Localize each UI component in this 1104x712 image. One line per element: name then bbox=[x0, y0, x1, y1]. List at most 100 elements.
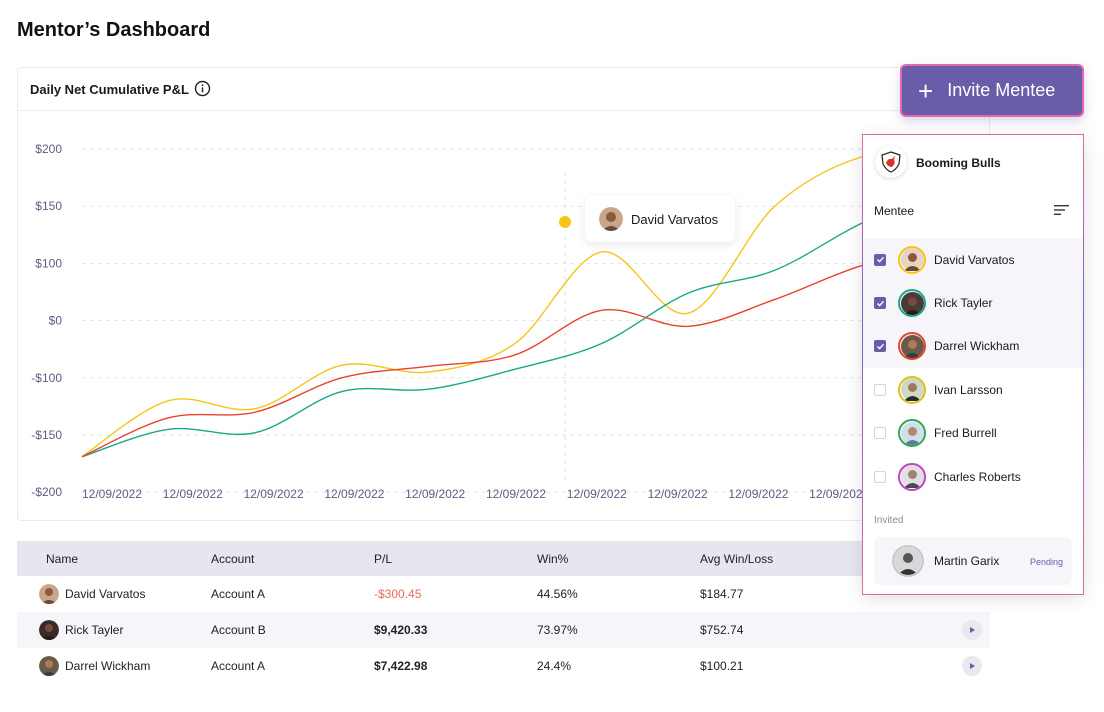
x-tick-label: 12/09/2022 bbox=[244, 487, 304, 501]
pl-line-chart: $200 $150 $100 $0 -$100 -$150 -$200 12/09/2022 1… bbox=[31, 142, 991, 501]
avatar bbox=[898, 332, 926, 361]
mentee-item[interactable]: Charles Roberts bbox=[863, 455, 1083, 498]
play-button[interactable] bbox=[962, 620, 982, 640]
row-pl: -$300.45 bbox=[374, 587, 422, 601]
row-win: 73.97% bbox=[537, 623, 578, 637]
row-avg: $752.74 bbox=[700, 623, 744, 637]
avatar bbox=[898, 419, 926, 448]
team-name: Booming Bulls bbox=[916, 156, 1001, 170]
row-win: 44.56% bbox=[537, 587, 578, 601]
play-icon bbox=[970, 663, 975, 669]
x-tick-label: 12/09/2022 bbox=[809, 487, 869, 501]
mentee-item[interactable]: David Varvatos bbox=[863, 238, 1083, 282]
y-tick-label: -$200 bbox=[31, 485, 62, 499]
row-avg: $184.77 bbox=[700, 587, 744, 601]
row-account: Account B bbox=[211, 623, 266, 637]
row-name: David Varvatos bbox=[65, 587, 146, 601]
y-tick-label: $150 bbox=[35, 199, 62, 213]
mentee-item[interactable]: Ivan Larsson bbox=[863, 368, 1083, 411]
invite-mentee-label: Invite Mentee bbox=[947, 80, 1056, 100]
row-name-cell: Rick Tayler bbox=[17, 620, 211, 640]
checkbox[interactable] bbox=[874, 340, 886, 353]
mentee-table: Name Account P/L Win% Avg Win/Loss David… bbox=[17, 541, 990, 684]
avatar bbox=[898, 375, 926, 404]
info-icon[interactable] bbox=[194, 80, 211, 97]
row-account: Account A bbox=[211, 659, 266, 673]
x-tick-label: 12/09/2022 bbox=[648, 487, 708, 501]
mentee-item[interactable]: Fred Burrell bbox=[863, 412, 1083, 455]
play-icon bbox=[970, 627, 975, 633]
row-account: Account A bbox=[211, 587, 266, 601]
bull-shield-icon bbox=[881, 151, 901, 173]
x-tick-label: 12/09/2022 bbox=[163, 487, 223, 501]
mentee-item[interactable]: Rick Tayler bbox=[863, 281, 1083, 325]
row-avg: $100.21 bbox=[700, 659, 744, 673]
chart-tooltip: David Varvatos bbox=[585, 196, 735, 242]
invited-mentee-card[interactable]: Martin Garix Pending bbox=[874, 537, 1072, 585]
row-name: Rick Tayler bbox=[65, 623, 124, 637]
invited-name: Martin Garix bbox=[934, 554, 1000, 568]
row-pl: $7,422.98 bbox=[374, 659, 428, 673]
y-tick-label: -$150 bbox=[31, 428, 62, 442]
table-row[interactable]: Rick Tayler Account B $9,420.33 73.97% $… bbox=[17, 612, 990, 648]
x-tick-label: 12/09/2022 bbox=[82, 487, 142, 501]
mentee-label: Mentee bbox=[874, 204, 915, 218]
invite-mentee-button[interactable]: + Invite Mentee bbox=[900, 64, 1084, 117]
table-row[interactable]: David Varvatos Account A -$300.45 44.56%… bbox=[17, 576, 990, 612]
chart-title: Daily Net Cumulative P&L bbox=[30, 82, 189, 97]
mentee-name: Rick Tayler bbox=[934, 296, 993, 311]
invite-status-badge: Pending bbox=[1029, 557, 1063, 567]
mentee-item[interactable]: Darrel Wickham bbox=[863, 324, 1083, 369]
avatar bbox=[599, 207, 623, 231]
avatar bbox=[39, 620, 59, 640]
mentee-name: Darrel Wickham bbox=[934, 339, 1020, 354]
mentee-list: David Varvatos Rick Tayler Darrel Wickha… bbox=[863, 238, 1083, 498]
y-tick-label: $100 bbox=[35, 256, 62, 270]
mentee-name: David Varvatos bbox=[934, 252, 1015, 267]
x-tick-label: 12/09/2022 bbox=[728, 487, 788, 501]
checkbox[interactable] bbox=[874, 297, 886, 310]
avatar bbox=[898, 289, 926, 318]
series-line bbox=[81, 245, 949, 458]
avatar bbox=[898, 462, 926, 491]
x-tick-label: 12/09/2022 bbox=[567, 487, 627, 501]
checkbox[interactable] bbox=[874, 383, 886, 396]
x-tick-label: 12/09/2022 bbox=[405, 487, 465, 501]
tooltip-name: David Varvatos bbox=[631, 211, 719, 227]
column-header-win[interactable]: Win% bbox=[537, 551, 569, 566]
page-title: Mentor’s Dashboard bbox=[17, 19, 211, 41]
column-header-name[interactable]: Name bbox=[46, 551, 79, 566]
y-tick-label: -$100 bbox=[31, 371, 62, 385]
y-tick-label: $0 bbox=[49, 314, 63, 328]
row-name-cell: Darrel Wickham bbox=[17, 656, 211, 676]
y-tick-label: $200 bbox=[35, 142, 62, 156]
x-tick-label: 12/09/2022 bbox=[324, 487, 384, 501]
column-header-account[interactable]: Account bbox=[211, 551, 255, 566]
mentee-name: Charles Roberts bbox=[934, 469, 1021, 484]
plus-icon: + bbox=[918, 75, 934, 106]
team-logo bbox=[875, 146, 907, 178]
avatar bbox=[892, 545, 924, 577]
checkbox[interactable] bbox=[874, 253, 886, 266]
row-pl: $9,420.33 bbox=[374, 623, 428, 637]
filter-icon[interactable] bbox=[1054, 204, 1070, 216]
highlight-point bbox=[559, 216, 571, 228]
x-tick-label: 12/09/2022 bbox=[486, 487, 546, 501]
checkbox[interactable] bbox=[874, 427, 886, 440]
column-header-avg[interactable]: Avg Win/Loss bbox=[700, 551, 774, 566]
avatar bbox=[39, 584, 59, 604]
chart-card: Daily Net Cumulative P&L $200 $150 $100 $0 -… bbox=[17, 67, 991, 521]
table-header: Name Account P/L Win% Avg Win/Loss bbox=[17, 541, 990, 576]
series-line bbox=[81, 150, 949, 458]
invited-label: Invited bbox=[874, 515, 904, 526]
avatar bbox=[898, 245, 926, 274]
mentee-name: Fred Burrell bbox=[934, 426, 997, 441]
column-header-pl[interactable]: P/L bbox=[374, 551, 393, 566]
row-name-cell: David Varvatos bbox=[17, 584, 211, 604]
mentee-name: Ivan Larsson bbox=[934, 382, 1003, 397]
checkbox[interactable] bbox=[874, 470, 886, 483]
table-row[interactable]: Darrel Wickham Account A $7,422.98 24.4%… bbox=[17, 648, 990, 684]
play-button[interactable] bbox=[962, 656, 982, 676]
row-win: 24.4% bbox=[537, 659, 572, 673]
mentee-panel: Booming Bulls Mentee David Varvatos Rick… bbox=[862, 134, 1084, 595]
